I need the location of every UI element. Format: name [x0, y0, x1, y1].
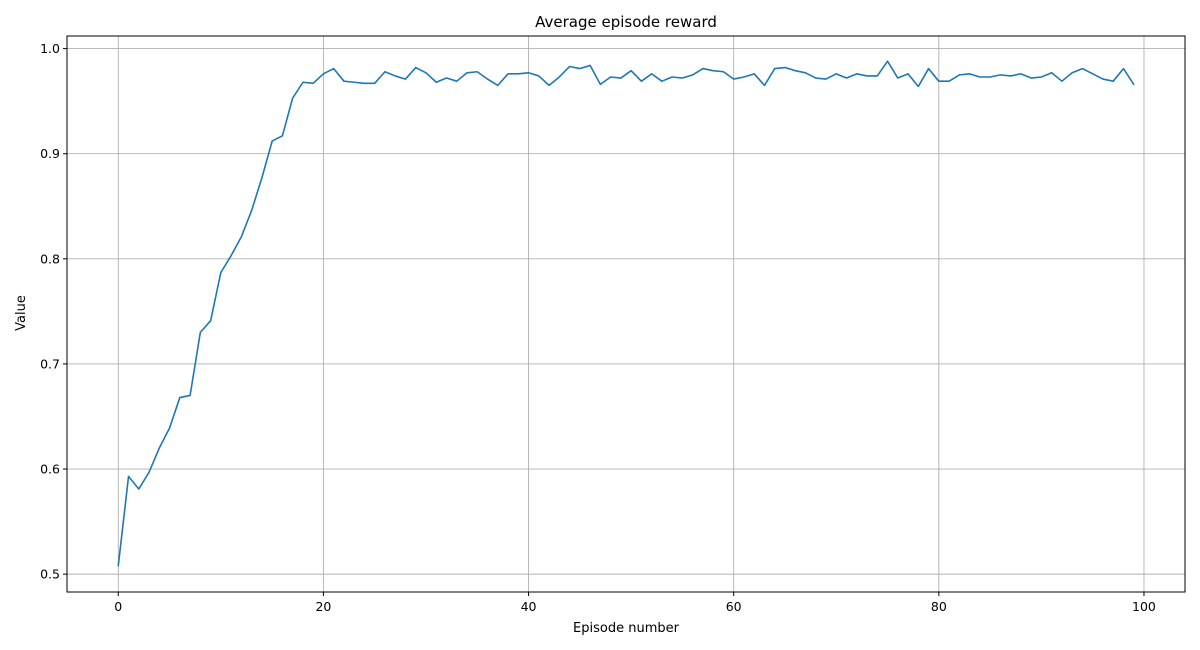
x-tick-label: 60 — [726, 599, 742, 614]
series-layer — [117, 60, 1135, 567]
y-tick-label: 0.6 — [40, 462, 60, 477]
chart-title: Average episode reward — [535, 13, 717, 31]
reward-series-line — [117, 60, 1135, 567]
y-tick-label: 0.9 — [40, 146, 60, 161]
y-tick-label: 0.8 — [40, 251, 60, 266]
x-axis-label: Episode number — [573, 621, 680, 636]
y-axis-label: Value — [14, 295, 29, 331]
axis-ticks: 0 20 40 60 80 100 0.5 0.6 0.7 0.8 0.9 1.0 — [40, 41, 1156, 614]
x-tick-label: 0 — [114, 599, 122, 614]
plot-frame — [66, 35, 1186, 593]
gridlines — [67, 36, 1185, 592]
x-tick-label: 100 — [1132, 599, 1156, 614]
x-tick-label: 40 — [521, 599, 537, 614]
y-tick-label: 0.7 — [40, 356, 60, 371]
y-tick-label: 1.0 — [40, 41, 60, 56]
x-tick-label: 20 — [315, 599, 331, 614]
x-tick-label: 80 — [931, 599, 947, 614]
y-tick-label: 0.5 — [40, 567, 60, 582]
